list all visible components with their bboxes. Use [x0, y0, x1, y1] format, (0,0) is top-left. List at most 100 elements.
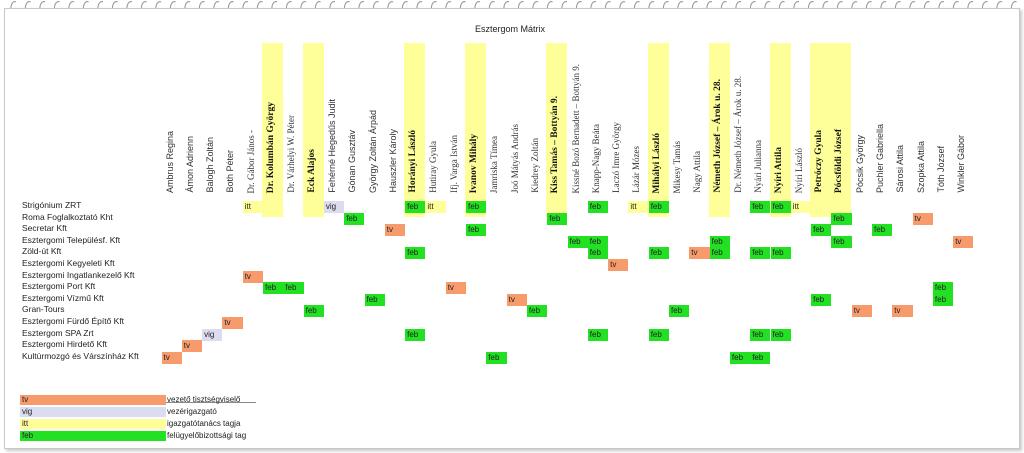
matrix-cell-feb: feb: [303, 305, 324, 318]
person-header: Dr. Németh József – Árok u. 28.: [732, 76, 743, 193]
person-header: Kiss Tamás – Bottyán 9.: [550, 95, 561, 193]
legend-label-feb: felügyelőbizottsági tag: [167, 431, 247, 440]
matrix-cell-feb: feb: [526, 305, 548, 318]
person-header: Both Péter: [225, 150, 236, 193]
person-header: Winkler Gábor: [956, 135, 967, 193]
matrix-cell-feb: feb: [648, 201, 669, 213]
company-label: Esztergomi Hirdető Kft: [22, 339, 108, 350]
person-header: Dr. Várhelyi W. Péter: [286, 115, 297, 193]
company-label: Esztergomi Vízmű Kft: [22, 292, 104, 303]
company-label: Secretar Kft: [22, 223, 67, 234]
person-header: Pócsföldi József: [834, 128, 845, 193]
matrix-cell-feb: feb: [709, 235, 730, 248]
matrix-cell-feb: feb: [770, 201, 791, 213]
person-header: Joó Mátyás András: [509, 124, 520, 193]
matrix-cell-feb: feb: [750, 328, 771, 341]
matrix-cell-tv: tv: [851, 305, 872, 318]
person-header: Szopka Attila: [915, 140, 926, 193]
matrix-cell-feb: feb: [344, 212, 365, 225]
matrix-cell-feb: feb: [729, 351, 751, 364]
person-header: Balogh Zoltán: [205, 137, 216, 193]
person-header: Ivanov Mihály: [469, 133, 479, 193]
person-header: Gónan Gusztáv: [347, 130, 358, 193]
highlight-column: [404, 43, 426, 217]
person-header: Nagy Attila: [692, 151, 703, 193]
matrix-cell-tv: tv: [953, 235, 974, 248]
legend-swatch-feb: feb: [20, 431, 166, 441]
matrix-cell-feb: feb: [263, 282, 284, 295]
person-header: Kiedrey Zoltán: [529, 138, 540, 193]
person-header: Nyári Julianna: [753, 140, 764, 193]
person-header: Dr. Kolumbán György: [266, 101, 276, 193]
matrix-cell-feb: feb: [547, 212, 568, 225]
person-header: Dr. Gábor János -: [245, 129, 256, 194]
person-header: Knapp-Nagy Beáta: [590, 123, 601, 193]
person-header: Mikesy Tamás: [672, 140, 682, 193]
matrix-cell-tv: tv: [161, 351, 182, 364]
matrix-cell-tv: tv: [181, 340, 203, 353]
person-header: György Zoltán Árpád: [367, 109, 378, 193]
matrix-cell-feb: feb: [567, 235, 588, 248]
person-header: Sárosi Attila: [895, 145, 906, 193]
person-header: Mihályi László: [651, 132, 662, 193]
matrix-cell-tv: tv: [384, 224, 406, 237]
highlight-column: [769, 43, 791, 217]
person-header: Hutiray Gyula: [428, 141, 439, 193]
highlight-column: [708, 43, 730, 217]
matrix-cell-tv: tv: [912, 212, 933, 225]
matrix-cell-tv: tv: [892, 305, 913, 318]
matrix-cell-itt: itt: [628, 201, 649, 213]
person-header: Lázár Mózes: [631, 146, 642, 193]
person-header: Ámon Adrienn: [184, 136, 195, 193]
matrix-cell-feb: feb: [770, 247, 791, 260]
highlight-column: [465, 43, 486, 217]
matrix-cell-feb: feb: [587, 201, 609, 213]
matrix-cell-feb: feb: [709, 247, 730, 260]
matrix-cell-feb: feb: [405, 328, 426, 341]
matrix-cell-feb: feb: [811, 224, 832, 237]
highlight-column: [647, 43, 669, 217]
person-header: Eck Alajos: [306, 149, 317, 193]
company-label: Esztergom SPA Zrt: [22, 327, 94, 338]
matrix-cell-feb: feb: [466, 201, 487, 213]
company-label: Strigónium ZRT: [22, 200, 82, 210]
matrix-cell-itt: itt: [242, 201, 263, 213]
matrix-cell-itt: itt: [425, 201, 446, 213]
person-header: Kissné Bozó Bernadett – Bottyán 9.: [570, 63, 581, 193]
highlight-column: [546, 43, 568, 217]
legend-swatch-tv: tv: [20, 395, 166, 405]
matrix-cell-feb: feb: [648, 328, 669, 341]
matrix-cell-tv: tv: [608, 259, 629, 271]
matrix-cell-feb: feb: [669, 305, 690, 318]
matrix-cell-feb: feb: [932, 293, 954, 306]
person-header: Puchler Gabriella: [875, 123, 885, 193]
matrix-cell-feb: feb: [283, 282, 304, 295]
matrix-cell-feb: feb: [831, 212, 852, 225]
legend-label-tv: vezető tisztségviselő: [167, 395, 241, 404]
highlight-column: [830, 43, 852, 217]
person-header: Horányi László: [408, 130, 419, 193]
matrix-cell-feb: feb: [486, 351, 507, 364]
person-header: Jamriska Tímea: [489, 135, 500, 193]
matrix-cell-feb: feb: [405, 247, 426, 260]
matrix-cell-tv: tv: [222, 317, 243, 329]
legend-label-vig: vezérigazgató: [167, 407, 217, 416]
page-title: Esztergom Mátrix: [475, 24, 546, 34]
matrix-cell-tv: tv: [689, 247, 710, 260]
matrix-cell-tv: tv: [242, 270, 263, 283]
company-label: Esztergomi Fürdő Építő Kft: [22, 316, 125, 326]
highlight-column: [810, 43, 832, 217]
matrix-cell-tv: tv: [506, 293, 527, 306]
matrix-cell-feb: feb: [770, 328, 791, 341]
highlight-column: [262, 43, 283, 217]
matrix-cell-itt: itt: [790, 201, 812, 213]
matrix-cell-feb: feb: [648, 247, 669, 260]
matrix-cell-feb: feb: [364, 293, 385, 306]
company-label: Esztergomi Port Kft: [22, 281, 96, 292]
company-label: Kultúrmozgó és Várszínház Kft: [22, 350, 139, 361]
highlight-column: [302, 43, 324, 217]
company-label: Roma Foglalkoztató Kht: [22, 211, 113, 222]
company-label: Esztergomi Településf. Kft: [22, 234, 121, 245]
matrix-cell-feb: feb: [750, 351, 771, 364]
matrix-cell-feb: feb: [587, 328, 609, 341]
